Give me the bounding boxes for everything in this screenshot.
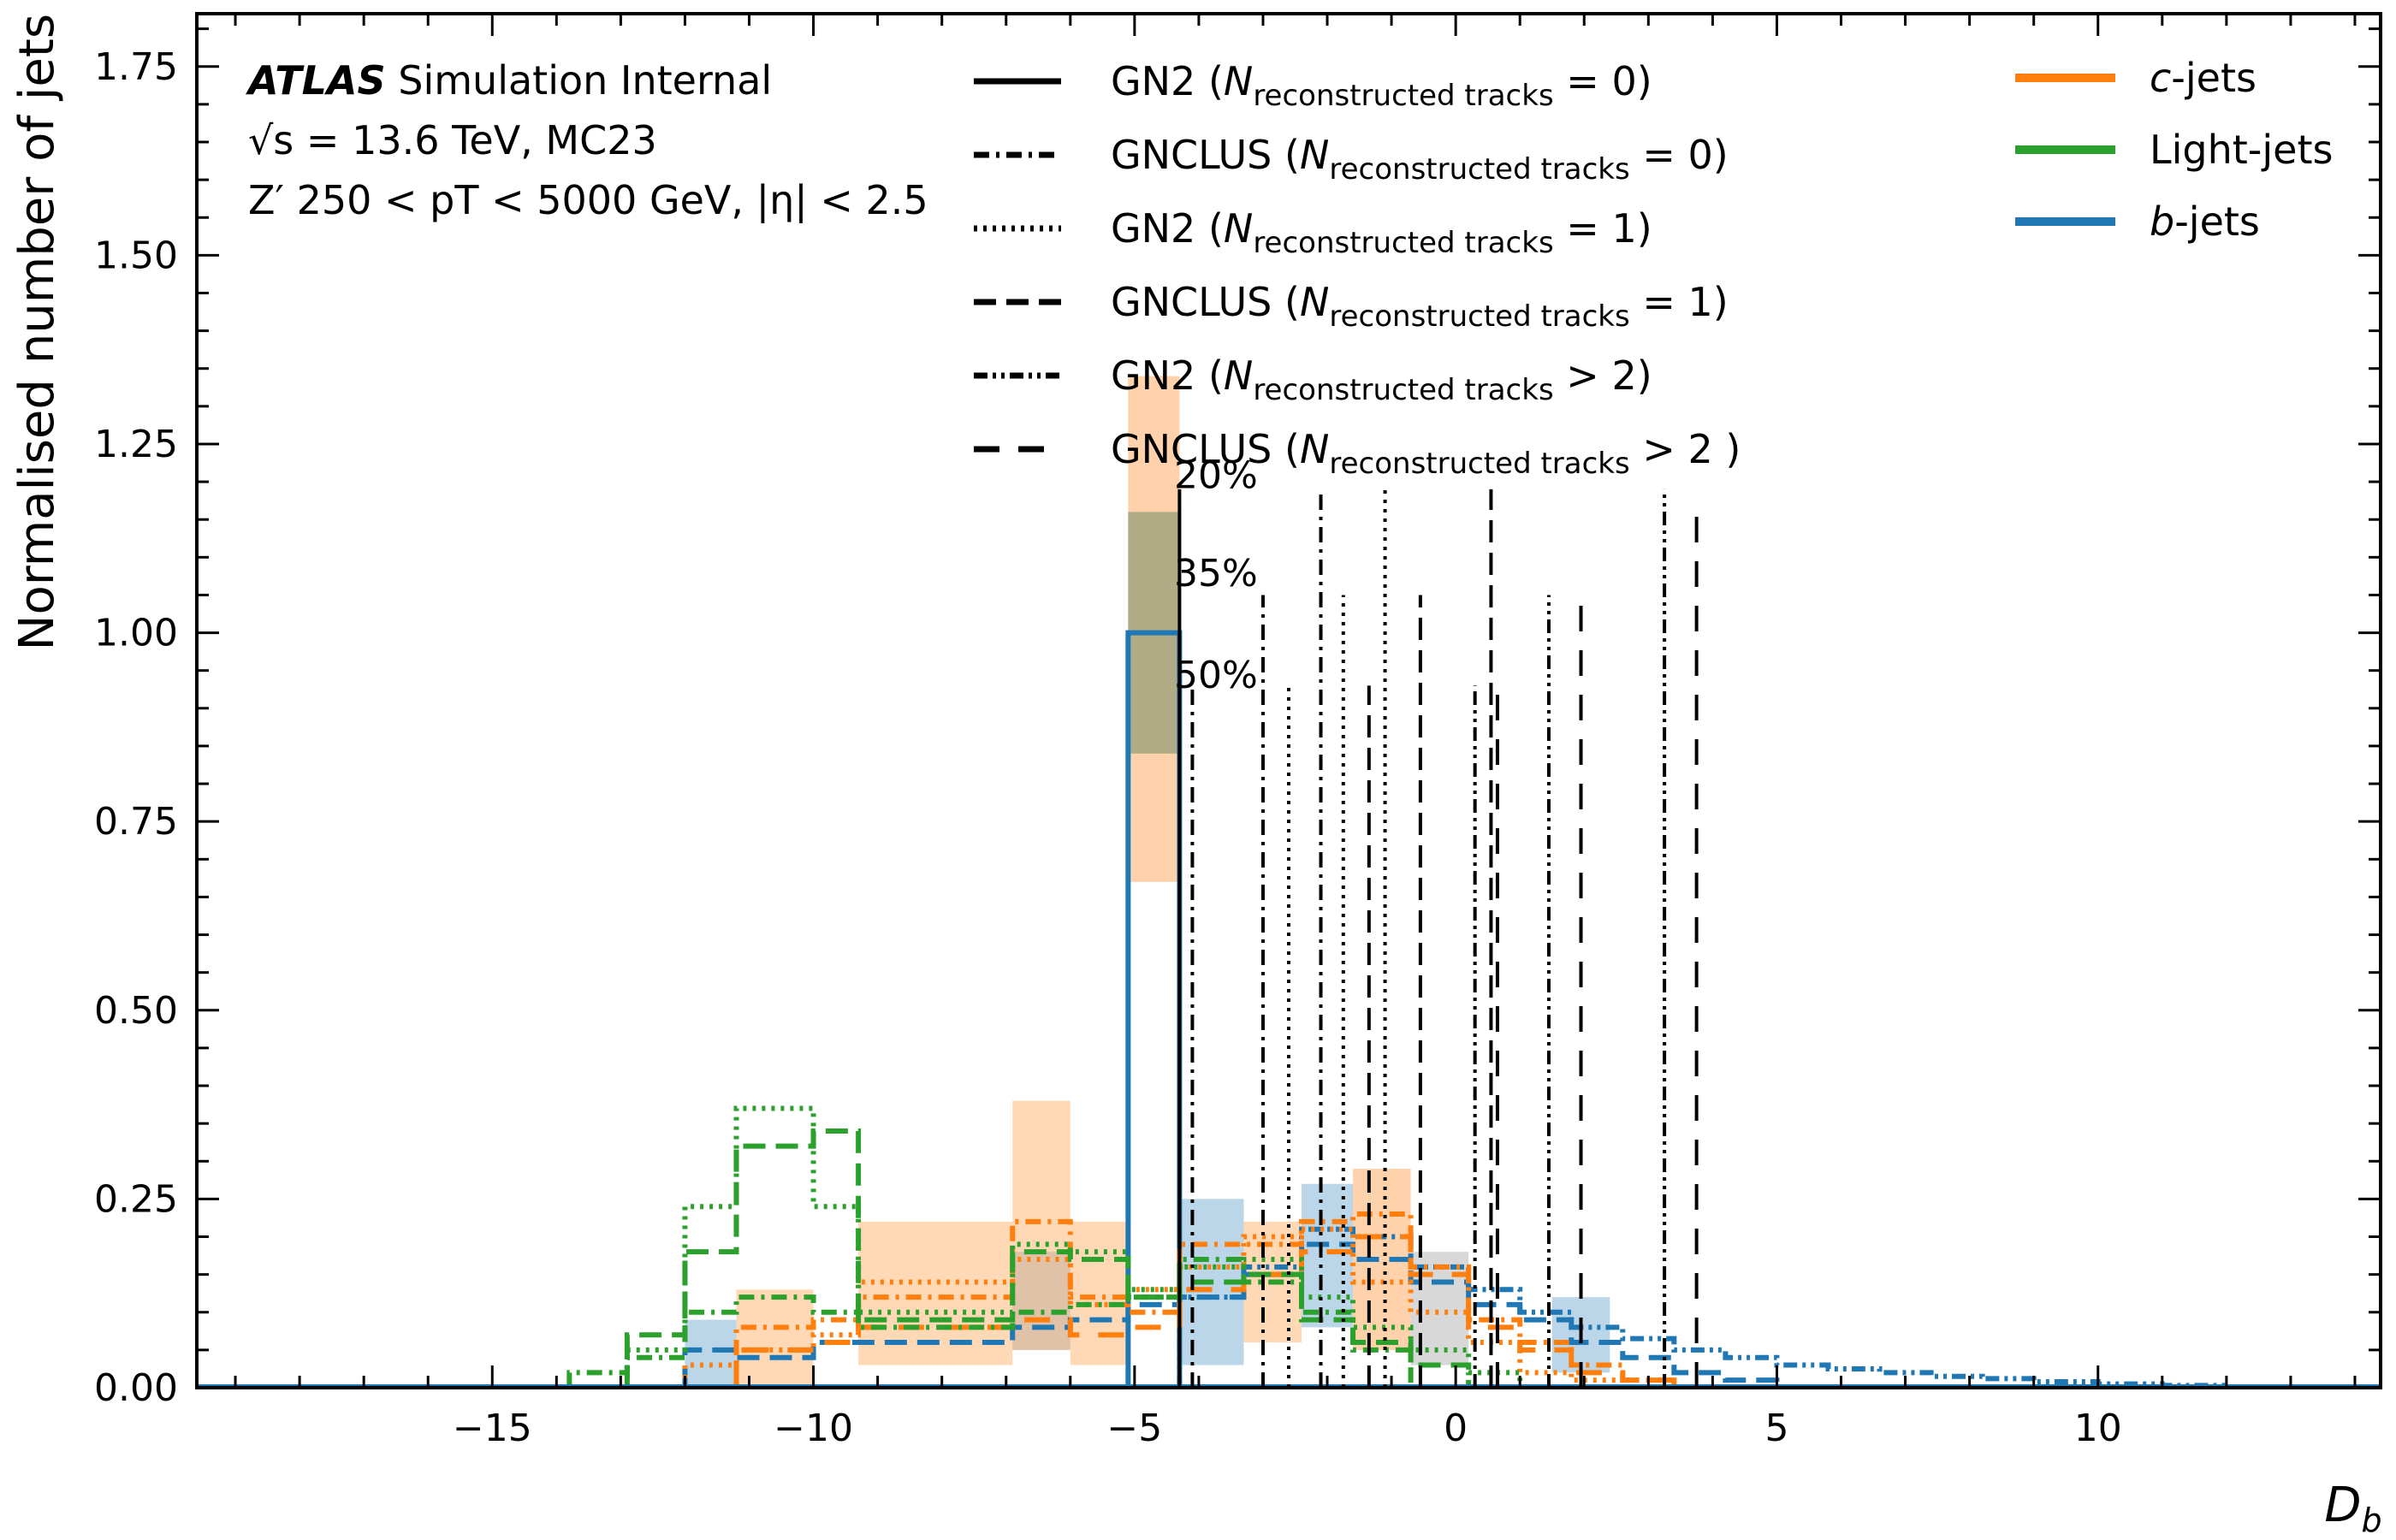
uncertainty-band (1302, 1183, 1354, 1328)
uncertainty-band (736, 1289, 814, 1388)
uncertainty-band (1012, 1100, 1070, 1350)
y-tick-label: 1.25 (94, 423, 178, 466)
working-point-lines (1177, 489, 1699, 1388)
y-tick-label: 1.50 (94, 234, 178, 277)
chart-labels: −15 −10 −5 0 5 10 0.00 0.25 0.50 0.75 1.00 1.25 1.50… (9, 14, 2382, 1539)
energy-label: √s = 13.6 TeV, MC23 (248, 117, 657, 163)
atlas-label: ATLAS Simulation Internal (246, 57, 772, 104)
y-tick-label: 0.00 (94, 1366, 178, 1410)
working-point-label: 35% (1174, 552, 1258, 595)
flavour-legend-entry: b-jets (2150, 198, 2260, 245)
axis-ticks (197, 14, 2381, 1389)
uncertainty-band (685, 1319, 737, 1388)
legend-entry: GN2 (Nreconstructed tracks = 1) (1111, 205, 1652, 260)
legend-entry: GNCLUS (Nreconstructed tracks = 1) (1111, 279, 1729, 334)
histogram-series-line (682, 1226, 1626, 1388)
selection-label: Z′ 250 < pT < 5000 GeV, |η| < 2.5 (248, 177, 928, 224)
x-tick-label: 10 (2074, 1407, 2122, 1450)
histogram-series-line (682, 1241, 1780, 1388)
y-tick-label: 0.75 (94, 800, 178, 844)
uncertainty-bands (685, 376, 1610, 1388)
x-axis-title: Db (2324, 1478, 2381, 1539)
x-tick-label: 0 (1444, 1407, 1468, 1450)
legend-entry: GNCLUS (Nreconstructed tracks = 0) (1111, 132, 1729, 187)
working-point-label: 50% (1174, 654, 1258, 697)
histogram-series-line (566, 1256, 1414, 1388)
y-axis-title: Normalised number of jets (9, 14, 65, 650)
working-point-label: 20% (1174, 453, 1258, 497)
y-tick-label: 1.75 (94, 45, 178, 89)
legend-entry: GN2 (Nreconstructed tracks > 2) (1111, 352, 1652, 407)
plot-frame (195, 12, 2382, 1389)
uncertainty-band (1012, 1252, 1070, 1350)
histogram-series-line (733, 1234, 1677, 1388)
flavour-legend-entry: c-jets (2150, 55, 2257, 101)
uncertainty-band (1070, 1221, 1129, 1365)
x-tick-label: 5 (1764, 1407, 1788, 1450)
x-tick-label: −5 (1106, 1407, 1162, 1450)
legend-entry: GNCLUS (Nreconstructed tracks > 2 ) (1111, 426, 1741, 481)
x-tick-label: −10 (774, 1407, 853, 1450)
y-tick-label: 0.25 (94, 1177, 178, 1221)
flavour-legend-entry: Light-jets (2150, 127, 2333, 173)
y-tick-label: 0.50 (94, 989, 178, 1033)
x-tick-label: −15 (453, 1407, 532, 1450)
uncertainty-band (1128, 376, 1180, 882)
y-tick-label: 1.00 (94, 612, 178, 655)
legend-entry: GN2 (Nreconstructed tracks = 0) (1111, 58, 1652, 113)
histogram-series-line (624, 1128, 1472, 1388)
histogram-series-line (733, 1211, 1677, 1388)
